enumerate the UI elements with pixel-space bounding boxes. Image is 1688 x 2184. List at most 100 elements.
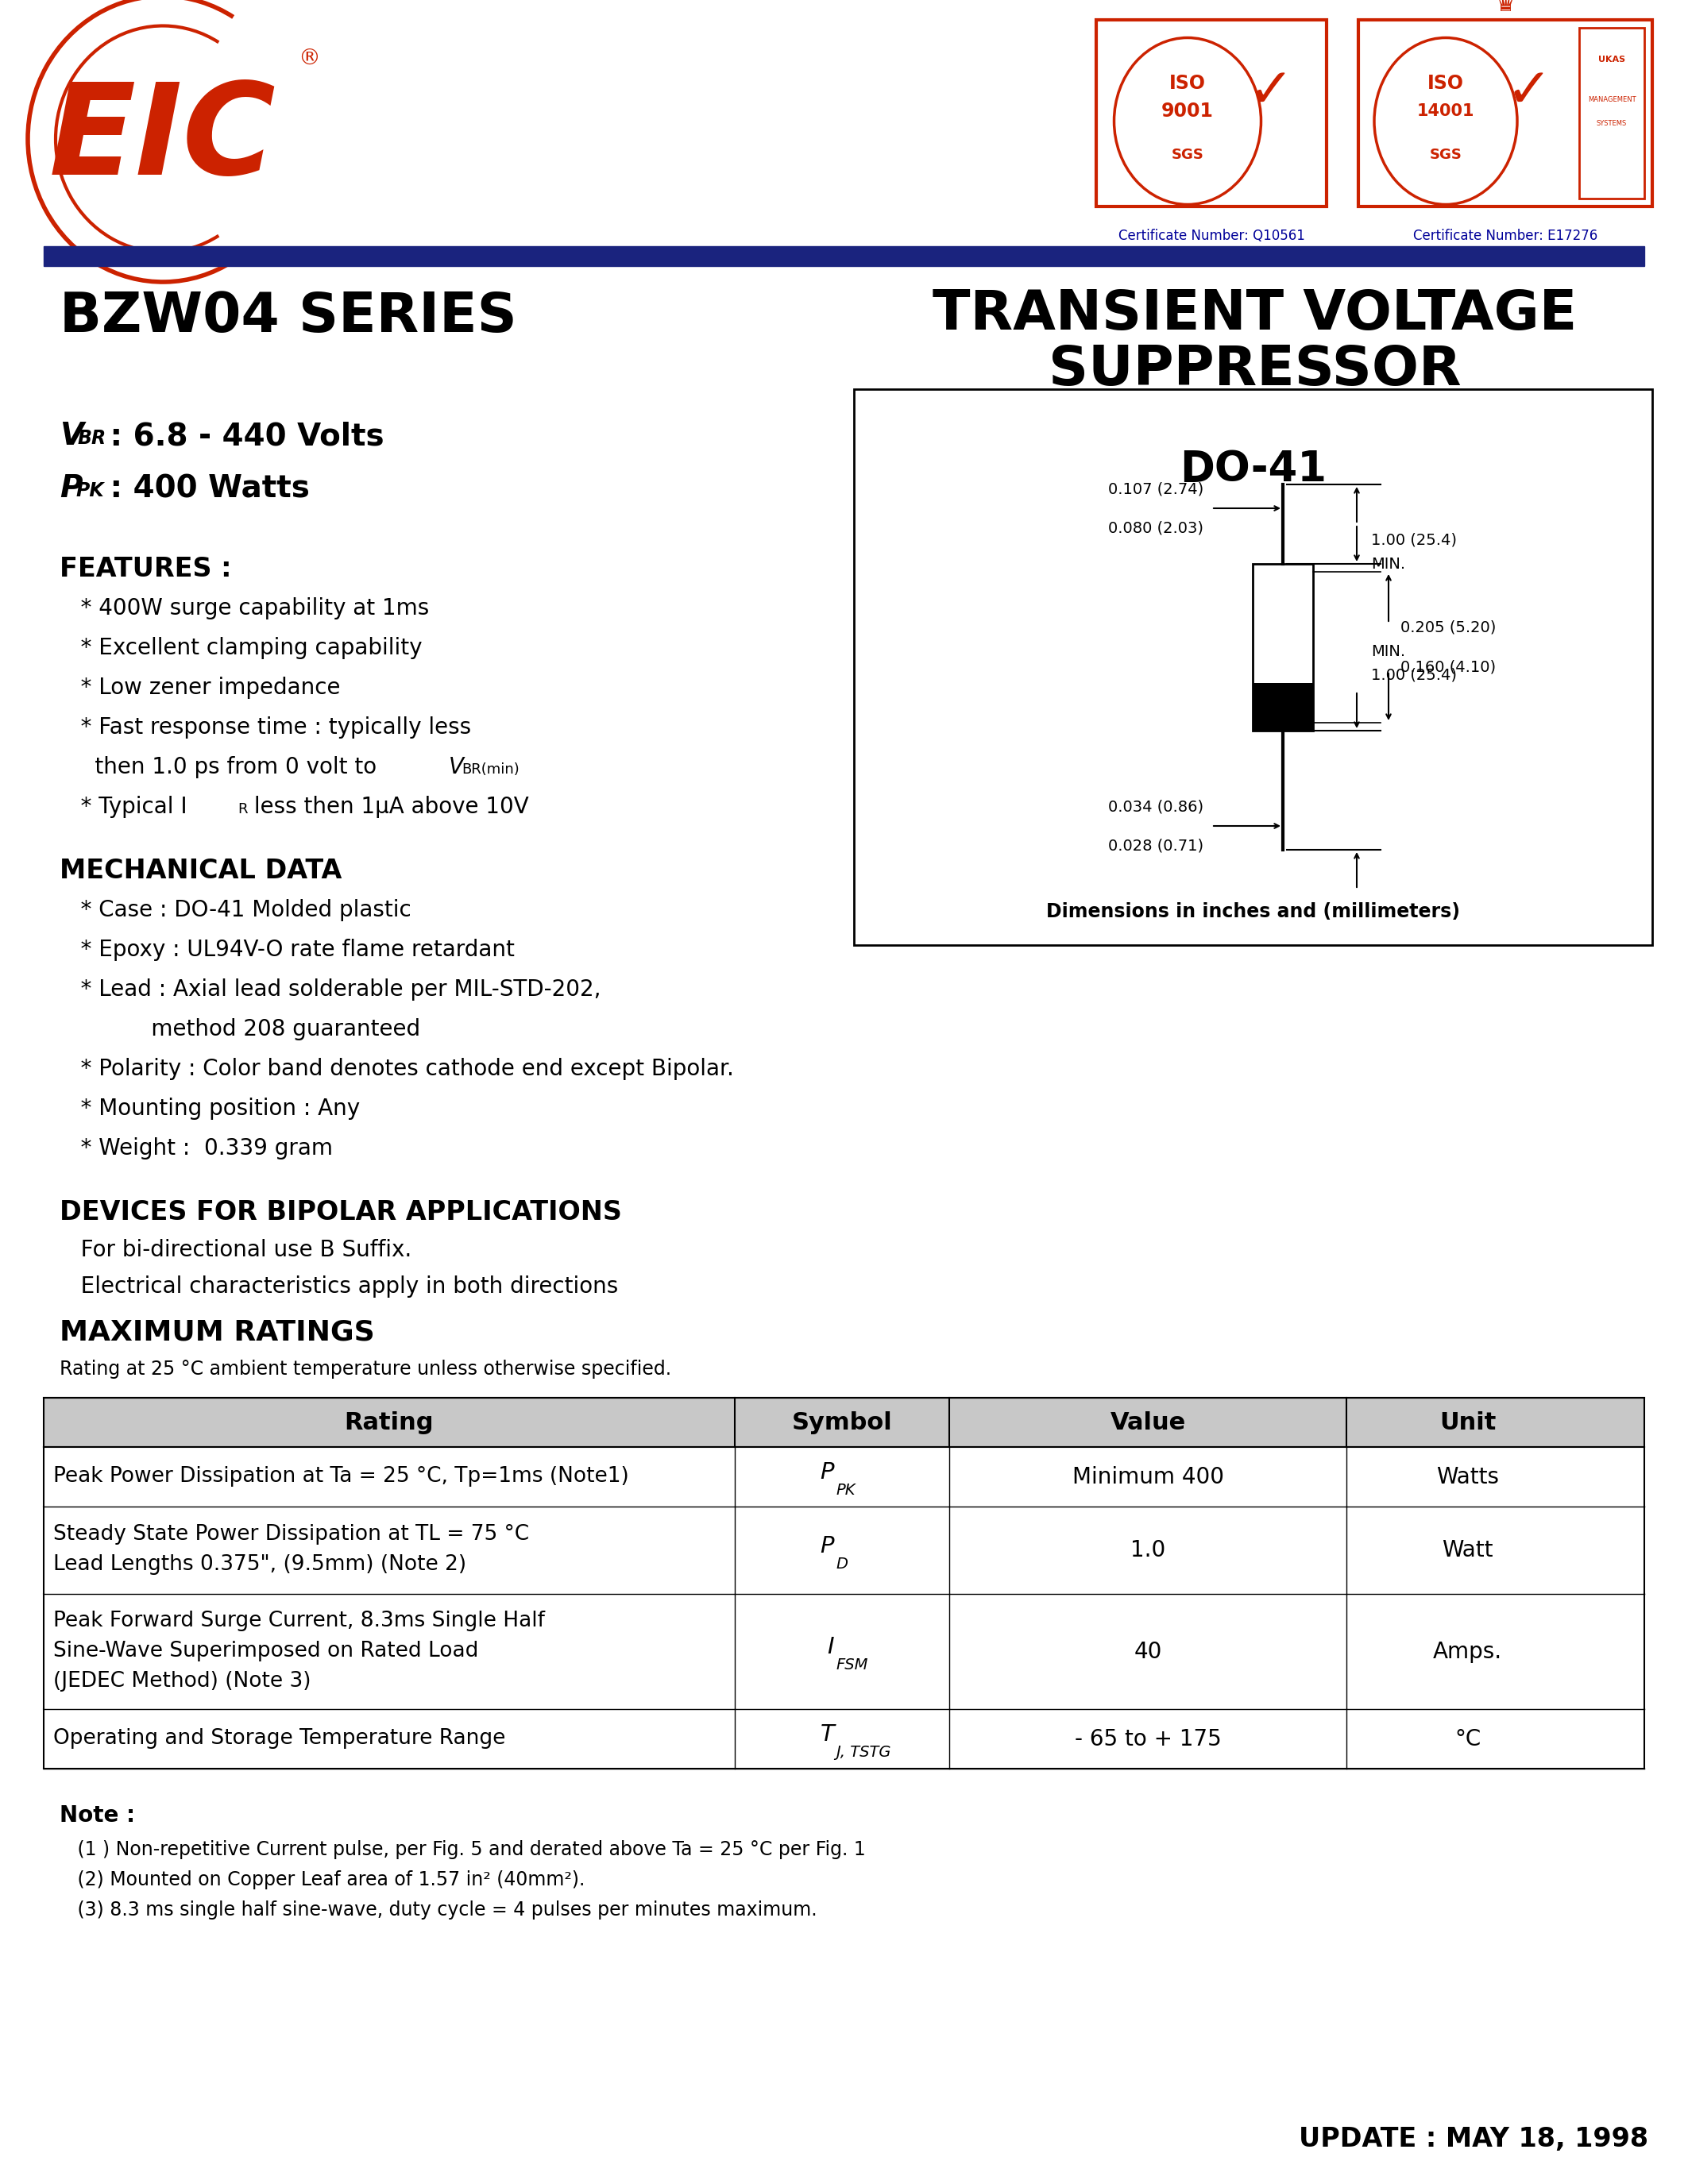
Bar [44,1594,1644,1710]
Bar [1580,28,1644,199]
Ellipse shape [1374,37,1518,205]
Bar [1252,684,1313,732]
Text: Rating: Rating [344,1411,434,1435]
Bar [44,1448,1644,1507]
Text: (3) 8.3 ms single half sine-wave, duty cycle = 4 pulses per minutes maximum.: (3) 8.3 ms single half sine-wave, duty c… [59,1900,817,1920]
Text: Sine-Wave Superimposed on Rated Load: Sine-Wave Superimposed on Rated Load [54,1640,478,1662]
Text: BR(min): BR(min) [461,762,520,778]
Text: P: P [820,1535,834,1557]
Text: BZW04 SERIES: BZW04 SERIES [59,290,517,343]
Text: MIN.: MIN. [1371,644,1406,660]
Text: DEVICES FOR BIPOLAR APPLICATIONS: DEVICES FOR BIPOLAR APPLICATIONS [59,1199,621,1225]
Text: 9001: 9001 [1161,103,1214,120]
Text: EIC: EIC [49,76,277,201]
Text: * Mounting position : Any: * Mounting position : Any [59,1099,360,1120]
Bar [44,247,1644,266]
Text: SYSTEMS: SYSTEMS [1597,120,1627,127]
Text: Minimum 400: Minimum 400 [1072,1465,1224,1487]
Text: Dimensions in inches and (millimeters): Dimensions in inches and (millimeters) [1047,902,1460,922]
Text: ISO: ISO [1170,74,1205,94]
Text: V: V [59,422,83,452]
Text: method 208 guaranteed: method 208 guaranteed [59,1018,420,1040]
Bar [854,389,1653,946]
Text: * Epoxy : UL94V-O rate flame retardant: * Epoxy : UL94V-O rate flame retardant [59,939,515,961]
Bar [44,1398,1644,1448]
Text: * Excellent clamping capability: * Excellent clamping capability [59,638,422,660]
Text: 1.0: 1.0 [1131,1540,1165,1562]
Text: P: P [820,1461,834,1483]
Text: * Polarity : Color band denotes cathode end except Bipolar.: * Polarity : Color band denotes cathode … [59,1057,734,1081]
Text: * Low zener impedance: * Low zener impedance [59,677,341,699]
Text: 1.00 (25.4): 1.00 (25.4) [1371,668,1457,684]
Text: UPDATE : MAY 18, 1998: UPDATE : MAY 18, 1998 [1298,2125,1647,2151]
Text: Certificate Number: Q10561: Certificate Number: Q10561 [1117,229,1305,242]
Text: PK: PK [836,1483,856,1498]
Text: * 400W surge capability at 1ms: * 400W surge capability at 1ms [59,596,429,620]
Text: Lead Lengths 0.375", (9.5mm) (Note 2): Lead Lengths 0.375", (9.5mm) (Note 2) [54,1555,466,1575]
Text: Amps.: Amps. [1433,1640,1502,1662]
Text: Peak Power Dissipation at Ta = 25 °C, Tp=1ms (Note1): Peak Power Dissipation at Ta = 25 °C, Tp… [54,1465,630,1487]
Text: ISO: ISO [1428,74,1463,94]
Text: SUPPRESSOR: SUPPRESSOR [1048,343,1462,395]
Text: DO-41: DO-41 [1180,448,1327,489]
Text: P: P [59,474,83,505]
Bar [44,1710,1644,1769]
Text: Value: Value [1111,1411,1185,1435]
Text: R: R [238,802,248,817]
Text: 0.107 (2.74): 0.107 (2.74) [1107,480,1204,496]
Text: 40: 40 [1134,1640,1161,1662]
Text: * Fast response time : typically less: * Fast response time : typically less [59,716,471,738]
Text: BR: BR [78,428,106,448]
Text: D: D [836,1557,847,1572]
Text: PK: PK [76,480,105,500]
Text: MIN.: MIN. [1371,557,1406,572]
Bar [1096,20,1327,207]
Text: 0.160 (4.10): 0.160 (4.10) [1401,660,1496,675]
Bar [1359,20,1653,207]
Ellipse shape [1114,37,1261,205]
Text: : 6.8 - 440 Volts: : 6.8 - 440 Volts [100,422,385,452]
Text: (JEDEC Method) (Note 3): (JEDEC Method) (Note 3) [54,1671,311,1690]
Text: 1.00 (25.4): 1.00 (25.4) [1371,533,1457,548]
Text: Note :: Note : [59,1804,135,1826]
Text: FSM: FSM [836,1658,868,1673]
Text: Steady State Power Dissipation at TL = 75 °C: Steady State Power Dissipation at TL = 7… [54,1524,528,1544]
Text: °C: °C [1455,1728,1480,1749]
Text: 0.080 (2.03): 0.080 (2.03) [1107,520,1204,535]
Text: ✓: ✓ [1506,66,1553,118]
Text: then 1.0 ps from 0 volt to: then 1.0 ps from 0 volt to [59,756,383,778]
Text: Peak Forward Surge Current, 8.3ms Single Half: Peak Forward Surge Current, 8.3ms Single… [54,1610,545,1631]
Text: Rating at 25 °C ambient temperature unless otherwise specified.: Rating at 25 °C ambient temperature unle… [59,1361,672,1378]
Text: TRANSIENT VOLTAGE: TRANSIENT VOLTAGE [933,288,1577,341]
Text: Watts: Watts [1436,1465,1499,1487]
Text: (1 ) Non-repetitive Current pulse, per Fig. 5 and derated above Ta = 25 °C per F: (1 ) Non-repetitive Current pulse, per F… [59,1841,866,1859]
Text: * Typical I: * Typical I [59,795,187,819]
Text: * Lead : Axial lead solderable per MIL-STD-202,: * Lead : Axial lead solderable per MIL-S… [59,978,601,1000]
Text: Watt: Watt [1442,1540,1494,1562]
Text: I: I [827,1636,834,1658]
Text: MAXIMUM RATINGS: MAXIMUM RATINGS [59,1319,375,1345]
Text: SGS: SGS [1171,149,1204,162]
Text: UKAS: UKAS [1599,55,1626,63]
Text: FEATURES :: FEATURES : [59,557,231,583]
Text: : 400 Watts: : 400 Watts [100,474,309,505]
Text: 0.205 (5.20): 0.205 (5.20) [1401,620,1496,636]
Text: V: V [449,756,464,778]
Text: 0.034 (0.86): 0.034 (0.86) [1107,799,1204,815]
Text: * Case : DO-41 Molded plastic: * Case : DO-41 Molded plastic [59,900,412,922]
Text: Unit: Unit [1440,1411,1496,1435]
Text: - 65 to + 175: - 65 to + 175 [1075,1728,1220,1749]
Text: less then 1μA above 10V: less then 1μA above 10V [246,795,528,819]
Text: T: T [820,1723,834,1745]
Text: Operating and Storage Temperature Range: Operating and Storage Temperature Range [54,1728,505,1749]
Text: ✓: ✓ [1247,66,1295,118]
Text: MECHANICAL DATA: MECHANICAL DATA [59,858,343,885]
Text: Symbol: Symbol [792,1411,893,1435]
Text: MANAGEMENT: MANAGEMENT [1588,96,1636,103]
Bar [1252,563,1313,732]
Text: For bi-directional use B Suffix.: For bi-directional use B Suffix. [59,1238,412,1260]
Text: ♛: ♛ [1494,0,1516,15]
Text: J, TSTG: J, TSTG [836,1745,891,1760]
Text: * Weight :  0.339 gram: * Weight : 0.339 gram [59,1138,333,1160]
Text: SGS: SGS [1430,149,1462,162]
